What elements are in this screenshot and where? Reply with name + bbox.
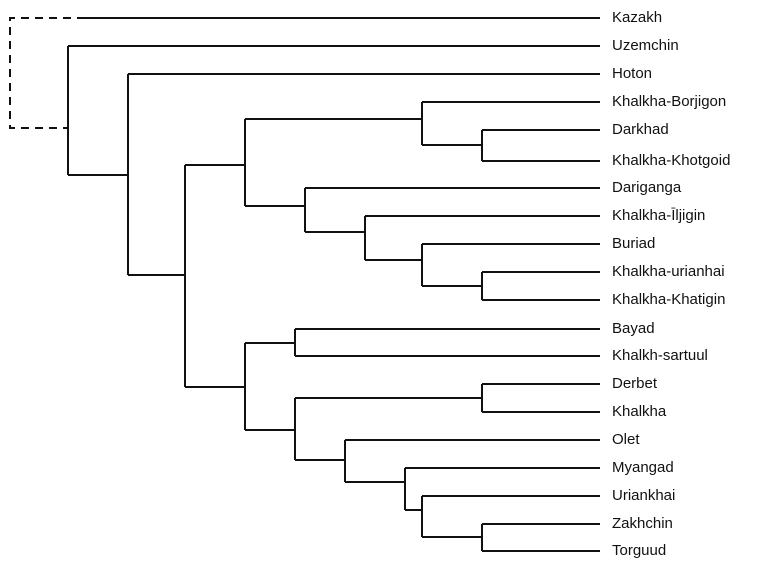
branch	[67, 17, 600, 552]
leaf-label: Khalkha-Īljigin	[612, 207, 705, 224]
branches	[9, 17, 600, 552]
leaf-label: Khalkha-urianhai	[612, 263, 725, 280]
leaf-label: Zakhchin	[612, 515, 673, 532]
leaf-label: Khalkha-Borjigon	[612, 93, 726, 110]
leaf-label: Hoton	[612, 65, 652, 82]
leaf-label: Dariganga	[612, 179, 682, 196]
leaf-label: Bayad	[612, 320, 655, 337]
leaf-label: Uriankhai	[612, 487, 675, 504]
leaf-labels: Kazakh Uzemchin Hoton Khalkha-Borjigon Darkh…	[612, 9, 730, 559]
leaf-label: Khalkh-sartuul	[612, 347, 708, 364]
leaf-label: Buriad	[612, 235, 655, 252]
leaf-label: Torguud	[612, 542, 666, 559]
leaf-label: Derbet	[612, 375, 658, 392]
leaf-label: Darkhad	[612, 121, 669, 138]
leaf-label: Khalkha	[612, 403, 667, 420]
dashed-root	[9, 17, 85, 129]
leaf-label: Khalkha-Khatigin	[612, 291, 725, 308]
leaf-label: Olet	[612, 431, 640, 448]
leaf-label: Myangad	[612, 459, 674, 476]
leaf-label: Uzemchin	[612, 37, 679, 54]
leaf-label: Kazakh	[612, 9, 662, 26]
leaf-label: Khalkha-Khotgoid	[612, 152, 730, 169]
